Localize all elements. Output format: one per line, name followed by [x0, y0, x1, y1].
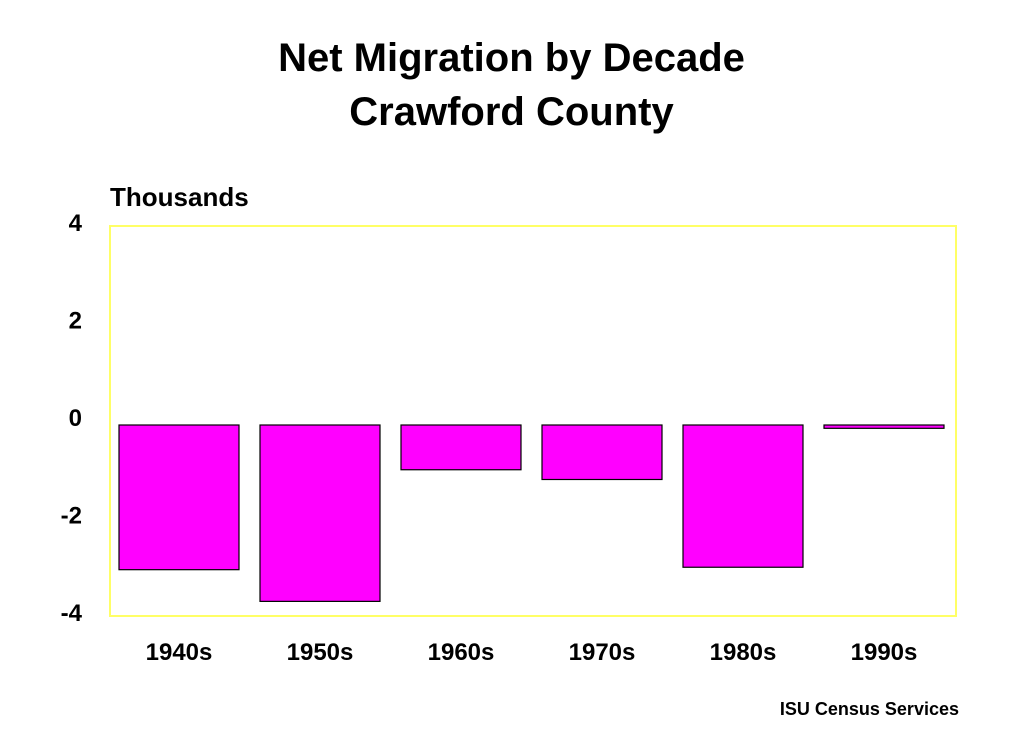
bar-1970s	[541, 424, 663, 481]
x-tick-label: 1970s	[569, 639, 636, 666]
bar-1990s	[823, 424, 945, 429]
bar-1960s	[400, 424, 522, 471]
x-tick-label: 1980s	[710, 639, 777, 666]
plot-area	[109, 225, 957, 617]
y-tick-label: 0	[69, 405, 82, 432]
y-tick-label: 4	[69, 210, 83, 237]
y-axis-label: Thousands	[110, 182, 249, 212]
bar-1980s	[682, 424, 804, 568]
chart-title: Net Migration by Decade	[278, 36, 745, 80]
y-tick-label: 2	[69, 308, 82, 335]
source-credit: ISU Census Services	[779, 699, 959, 719]
bar-1950s	[259, 424, 381, 602]
x-tick-label: 1940s	[146, 639, 213, 666]
x-tick-label: 1990s	[851, 639, 918, 666]
x-tick-label: 1960s	[428, 639, 495, 666]
bar-1940s	[118, 424, 240, 571]
x-tick-label: 1950s	[287, 639, 354, 666]
y-tick-label: -4	[61, 600, 83, 627]
y-tick-label: -2	[61, 503, 82, 530]
chart-subtitle: Crawford County	[349, 90, 674, 134]
